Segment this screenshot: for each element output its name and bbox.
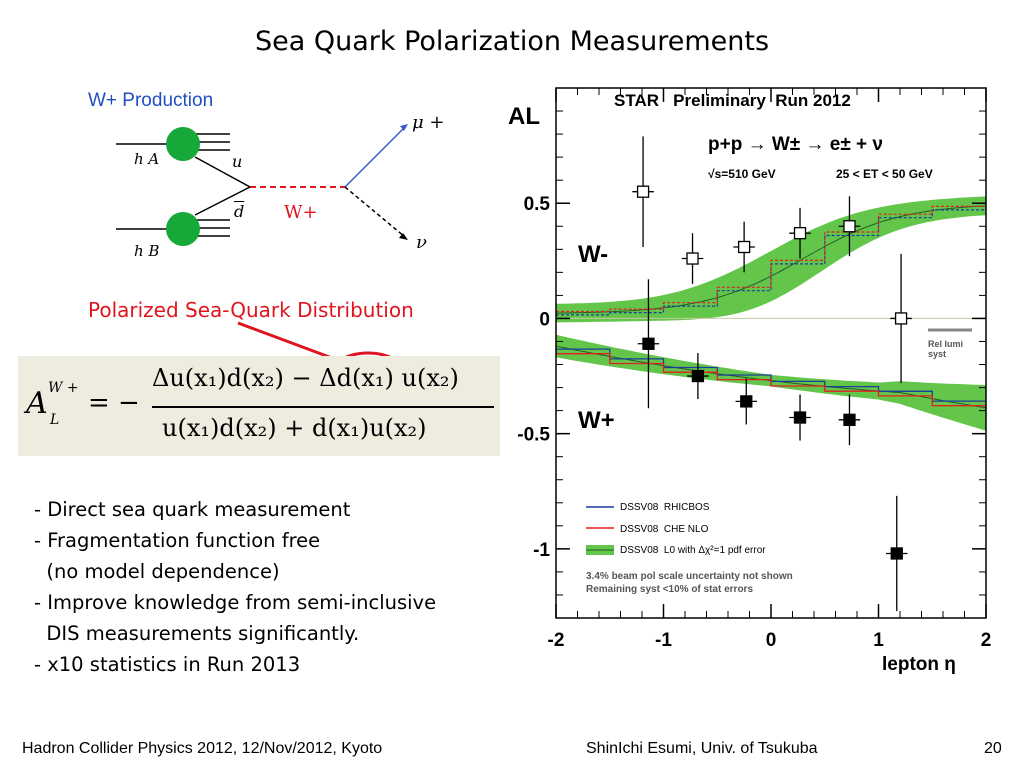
annotation-label: Polarized Sea-Quark Distribution [88,298,414,322]
data-point [843,220,856,233]
data-point [740,395,753,408]
formula-lhs: A [26,386,48,421]
formula-lhs-sup: W + [48,380,79,396]
footer-left: Hadron Collider Physics 2012, 12/Nov/201… [22,740,383,757]
et-cut-label: 25 < ET < 50 GeV [836,167,933,181]
legend-label-0: DSSV08 RHICBOS [620,502,710,513]
bullet-item: - x10 statistics in Run 2013 [34,653,301,676]
data-point [793,411,807,424]
label-mu: μ + [412,112,445,133]
y-tick-label: -0.5 [517,425,550,446]
data-point [642,337,655,350]
rel-lumi-label: Rel lumi syst [928,339,966,359]
formula-numerator: Δu(x₁)d(x₂) − Δd(x₁) u(x₂) [152,364,459,392]
data-point [894,312,908,325]
y-tick-label: 0 [539,309,550,330]
x-tick-label: -1 [655,630,672,651]
wminus-label: W- [578,241,608,268]
legend-label-2: DSSV08 L0 with Δχ²=1 pdf error [620,545,766,556]
x-tick-label: 1 [873,630,884,651]
legend-label-1: DSSV08 CHE NLO [620,524,709,535]
y-tick-label: -1 [533,540,550,561]
plot-title: STAR Preliminary Run 2012 [614,91,851,110]
slide-title: Sea Quark Polarization Measurements [254,26,770,57]
label-ha: h A [134,150,160,168]
data-point [890,547,903,560]
note-1: Remaining syst <10% of stat errors [586,584,753,595]
bullet-item: - Improve knowledge from semi-inclusive [34,591,437,614]
energy-label: √s=510 GeV [708,167,776,181]
data-point [843,413,856,426]
label-dbar: d [234,202,245,221]
label-u: u [232,152,243,171]
bullet-list: - Direct sea quark measurement - Fragmen… [34,494,436,680]
feynman-diagram: W+ Production h A h B u d W+ μ + ν [70,82,490,282]
feynman-svg [116,124,408,246]
label-hb: h B [134,242,160,260]
bullet-item: - Fragmentation function free [34,529,321,552]
xlabel: lepton η [882,654,956,675]
formula-denominator: u(x₁)d(x₂) + d(x₁)u(x₂) [162,414,427,442]
bullet-item: (no model dependence) [34,560,280,583]
formula-lhs-sub: L [50,412,60,428]
data-point [737,240,751,254]
wminus-pdf-band [556,196,986,323]
data-point [686,252,699,265]
data-point [691,369,705,383]
label-nu: ν [416,232,427,253]
plot-svg: -2 -1 0 1 2 0.5 0 -0.5 -1 STAR Preliminary Run 2… [508,87,992,675]
fraction-bar [152,406,494,408]
wplus-rhicbos-curve [556,348,986,402]
page-number: 20 [984,740,1002,757]
data-point [793,227,807,240]
x-tick-label: -2 [548,630,565,651]
data-point [636,185,650,198]
wplus-label: W+ [578,407,615,434]
footer-center: ShinIchi Esumi, Univ. of Tsukuba [586,740,818,757]
label-w: W+ [284,202,318,223]
rel-lumi-line-0: Rel lumi [928,339,963,349]
y-tick-label: 0.5 [524,194,551,215]
ylabel: AL [508,103,540,130]
feynman-header: W+ Production [88,90,214,111]
note-0: 3.4% beam pol scale uncertainty not show… [586,571,793,582]
asymmetry-plot: -2 -1 0 1 2 0.5 0 -0.5 -1 STAR Preliminary Run 2… [504,80,1004,680]
bullet-item: DIS measurements significantly. [34,622,360,645]
rel-lumi-line-1: syst [928,349,946,359]
wminus-rhicbos-curve [556,209,986,316]
wplus-che-curve [556,353,986,407]
reaction-label: p+p → W± → e± + ν [708,134,883,155]
wminus-che-curve [556,205,986,313]
asymmetry-formula: A W + L = − Δu(x₁)d(x₂) − Δd(x₁) u(x₂) u… [18,356,500,456]
x-tick-label: 2 [981,630,992,651]
x-tick-label: 0 [766,630,777,651]
formula-equals: = − [88,388,140,418]
bullet-item: - Direct sea quark measurement [34,498,351,521]
